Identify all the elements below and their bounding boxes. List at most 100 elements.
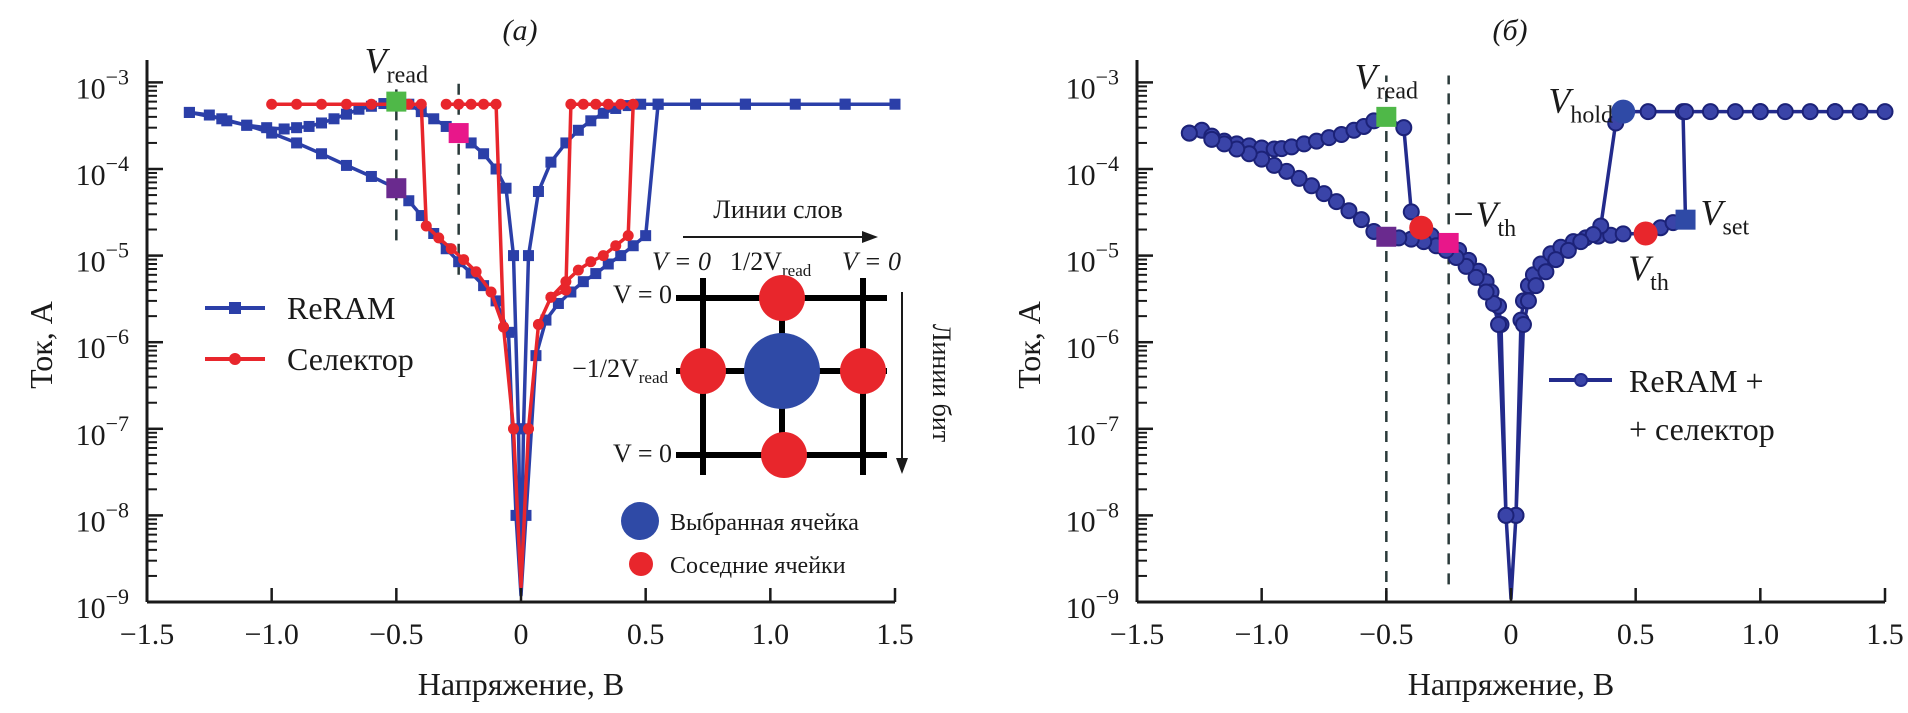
data-point — [266, 127, 278, 139]
legend-label-line1: ReRAM + — [1629, 363, 1764, 399]
highlight-markers — [386, 91, 469, 199]
data-point — [585, 115, 597, 127]
data-point — [540, 314, 552, 326]
legend-item-reram-selector[interactable]: ReRAM + + селектор — [1549, 363, 1775, 447]
data-point — [508, 423, 520, 435]
legend-item-reram[interactable]: ReRAM — [205, 290, 395, 326]
series-line — [271, 102, 635, 589]
data-point — [1402, 203, 1420, 221]
data-point — [216, 113, 228, 125]
data-point — [1290, 169, 1308, 187]
legend-neighbor-cell-label: Соседние ячейки — [670, 553, 846, 579]
legend-item-selector[interactable]: Селектор — [205, 341, 414, 377]
data-point — [465, 98, 477, 110]
data-point — [610, 240, 622, 252]
marker-neg-vth — [1409, 215, 1434, 240]
data-point — [490, 163, 502, 175]
data-point — [478, 98, 490, 110]
data-point — [1751, 103, 1769, 121]
data-point — [577, 276, 589, 288]
data-point — [1477, 283, 1495, 301]
data-point — [602, 98, 614, 110]
y-tick-label: 10−5 — [1066, 238, 1119, 279]
data-point — [316, 98, 328, 110]
marker-half-vread — [1438, 232, 1459, 253]
data-point — [485, 286, 497, 298]
data-point — [340, 159, 352, 171]
panel-a: (a) −1.5 −1.0 −0.5 0 0.5 1.0 1.5 10−3 10−4 10−5 10… — [23, 14, 956, 702]
y-tick-label: 10−6 — [1066, 324, 1119, 365]
data-point — [585, 256, 597, 268]
data-point — [241, 119, 253, 131]
data-point — [627, 98, 639, 110]
data-point — [1519, 292, 1537, 310]
data-point — [597, 107, 609, 119]
row-label-top: V = 0 — [613, 280, 672, 309]
data-point — [428, 113, 440, 125]
data-point — [1584, 226, 1602, 244]
data-point — [597, 250, 609, 262]
selected-cell — [744, 333, 820, 409]
y-axis-title: Ток, А — [23, 301, 59, 389]
annotations: Vread — [365, 41, 428, 89]
y-tick-label: 10−7 — [76, 411, 129, 452]
data-point — [889, 98, 901, 110]
legend-selected-cell-label: Выбранная ячейка — [670, 510, 859, 536]
data-point — [278, 123, 290, 135]
y-tick-label: 10−3 — [76, 64, 129, 105]
data-point — [739, 98, 751, 110]
marker-vread-off — [1376, 226, 1397, 247]
data-point — [1701, 103, 1719, 121]
data-point — [445, 243, 457, 255]
y-tick-label: 10−9 — [1066, 584, 1119, 625]
data-point — [500, 182, 512, 194]
word-lines-label: Линии слов — [713, 195, 843, 224]
data-point — [1801, 103, 1819, 121]
data-point — [1639, 103, 1657, 121]
data-point — [316, 117, 328, 129]
x-tick-label: 1.0 — [1742, 618, 1780, 651]
data-point — [291, 137, 303, 149]
word-lines-arrowhead — [862, 231, 878, 243]
legend-label-selector: Селектор — [287, 341, 414, 377]
data-point — [1352, 211, 1370, 229]
legend-selected-cell-icon — [621, 502, 659, 540]
annotation-read: Vread — [365, 41, 428, 89]
x-tick-label: 1.5 — [876, 618, 914, 651]
data-point — [522, 250, 534, 262]
data-point — [433, 232, 445, 244]
data-point — [652, 98, 664, 110]
marker-vread-on — [1376, 106, 1397, 127]
x-tick-label: −0.5 — [369, 618, 423, 651]
data-point — [572, 124, 584, 136]
data-point — [403, 195, 415, 207]
data-point — [1303, 177, 1321, 195]
data-point — [577, 98, 589, 110]
y-tick-label: 10−3 — [1066, 64, 1119, 105]
annotation-hold: Vhold — [1548, 80, 1613, 128]
data-point — [839, 98, 851, 110]
x-axis-title: Напряжение, В — [418, 666, 624, 702]
data-point — [1851, 103, 1869, 121]
data-point — [615, 250, 627, 262]
data-point — [415, 98, 427, 110]
data-point — [291, 98, 303, 110]
marker-vth — [1633, 221, 1658, 246]
data-point — [203, 109, 215, 121]
neighbor-cell-bottom — [761, 432, 807, 478]
annotations: Vread −Vth Vhold Vset Vth — [1355, 57, 1750, 297]
y-tick-label: 10−9 — [76, 584, 129, 625]
data-point — [1826, 103, 1844, 121]
data-point — [266, 98, 278, 110]
x-tick-label: 1.0 — [752, 618, 790, 651]
panel-b-title: (б) — [1492, 14, 1527, 47]
data-point — [328, 113, 340, 125]
data-point — [560, 137, 572, 149]
panel-b: (б) −1.5 −1.0 −0.5 0 0.5 1.0 1.5 10−3 10−4 10−5 10… — [1011, 14, 1904, 702]
data-point — [453, 98, 465, 110]
bit-lines-arrowhead — [896, 458, 908, 474]
col-label-mid: 1/2Vread — [730, 247, 812, 280]
x-tick-label: −1.0 — [1234, 618, 1288, 651]
bit-lines-label: Линии бит — [927, 324, 956, 442]
